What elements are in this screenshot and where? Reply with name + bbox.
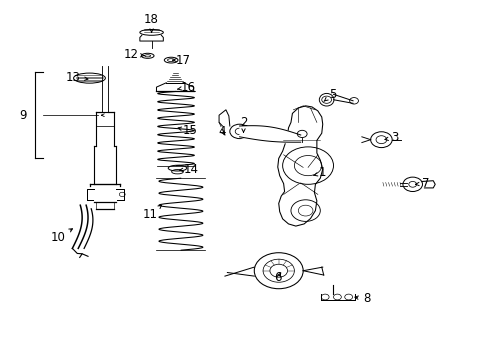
Text: 17: 17 <box>173 54 190 67</box>
Text: 11: 11 <box>143 205 161 221</box>
Text: 1: 1 <box>313 166 326 179</box>
Text: 2: 2 <box>239 116 247 132</box>
Text: 5: 5 <box>323 88 336 102</box>
Text: 12: 12 <box>123 48 144 61</box>
Text: 4: 4 <box>218 125 226 138</box>
Text: 8: 8 <box>354 292 370 305</box>
Text: 7: 7 <box>415 177 428 190</box>
Text: 18: 18 <box>144 13 159 32</box>
Text: 6: 6 <box>273 271 281 284</box>
Text: 16: 16 <box>178 81 195 94</box>
Text: 15: 15 <box>178 124 197 137</box>
Text: 9: 9 <box>20 109 27 122</box>
Text: 10: 10 <box>50 229 72 244</box>
Text: 13: 13 <box>66 71 88 84</box>
Text: 3: 3 <box>384 131 398 144</box>
Text: 14: 14 <box>179 163 198 176</box>
